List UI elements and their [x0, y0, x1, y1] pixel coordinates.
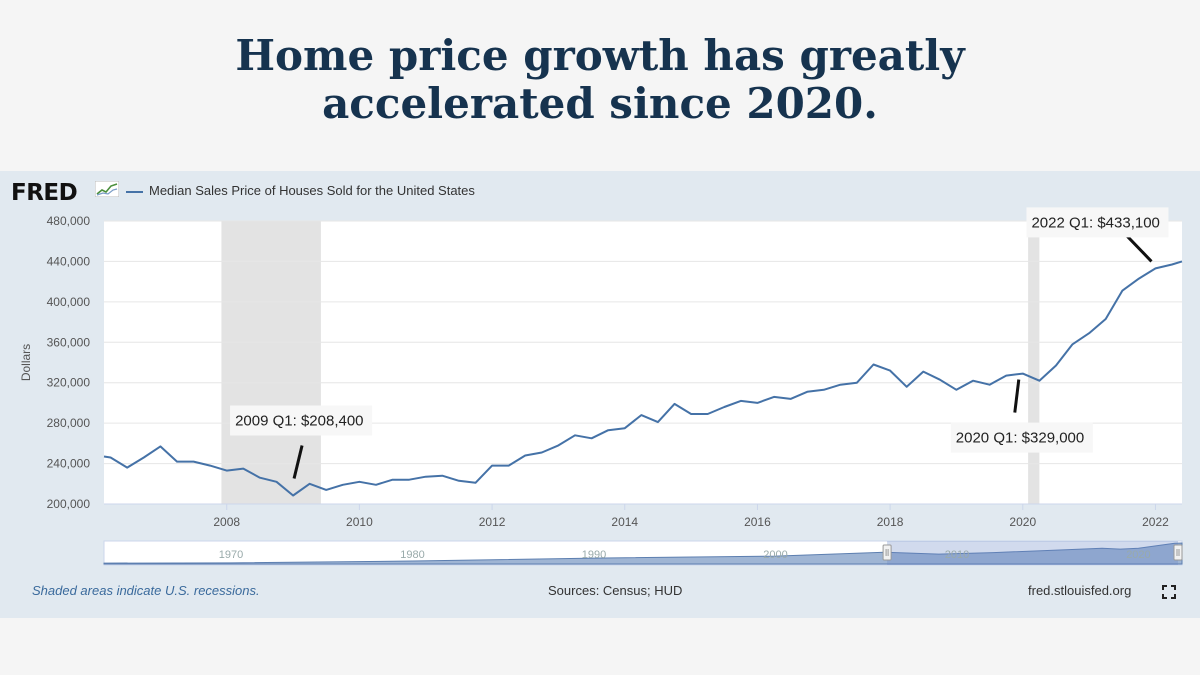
headline-line-2: accelerated since 2020.: [322, 79, 878, 128]
headline-line-1: Home price growth has greatly: [235, 31, 965, 80]
chart: 200,000 240,000 280,000 320,000 360,000 400,0…: [19, 207, 1183, 566]
annotation-leader-0: [292, 445, 304, 479]
x-tick-label-6: 2020: [1009, 515, 1036, 529]
legend-line-swatch: [126, 191, 143, 193]
navigator-label-2: 1990: [582, 549, 606, 561]
fred-logo[interactable]: FRED: [11, 180, 78, 206]
series-line: [103, 260, 1183, 497]
navigator-area: [103, 542, 1183, 565]
navigator-handle-1[interactable]: [1173, 544, 1183, 561]
navigator-label-1: 1980: [400, 549, 424, 561]
fred-site-link[interactable]: fred.stlouisfed.org: [1028, 583, 1132, 598]
annotation-leader-2: [1125, 234, 1153, 263]
annotation-box-1: [950, 422, 1093, 453]
navigator-label-4: 2010: [945, 549, 969, 561]
fullscreen-icon[interactable]: [1162, 585, 1176, 599]
annotation-leader-1: [1013, 379, 1021, 413]
annotation-label-2: 2022 Q1: $433,100: [1031, 214, 1159, 231]
y-tick-label-3: 320,000: [47, 376, 91, 390]
fred-chart-panel: 200,000 240,000 280,000 320,000 360,000 400,0…: [0, 171, 1200, 618]
y-tick-label-5: 400,000: [47, 295, 91, 309]
headline: Home price growth has greatly accelerate…: [0, 32, 1200, 128]
x-tick-label-7: 2022: [1142, 515, 1169, 529]
recession-band-0: [221, 221, 321, 504]
x-tick-label-2: 2012: [479, 515, 506, 529]
y-tick-label-1: 240,000: [47, 457, 91, 471]
annotation-label-0: 2009 Q1: $208,400: [235, 413, 363, 430]
legend-series-label[interactable]: Median Sales Price of Houses Sold for th…: [149, 183, 475, 198]
annotation-label-1: 2020 Q1: $329,000: [956, 430, 1084, 447]
y-tick-label-7: 480,000: [47, 214, 91, 228]
y-axis-label: Dollars: [19, 344, 33, 381]
y-tick-label-0: 200,000: [47, 497, 91, 511]
recession-band-1: [1028, 221, 1040, 504]
y-tick-label-4: 360,000: [47, 335, 91, 349]
navigator-handle-0[interactable]: [882, 544, 892, 561]
x-tick-label-3: 2014: [611, 515, 638, 529]
y-tick-label-2: 280,000: [47, 416, 91, 430]
annotation-box-0: [230, 405, 373, 436]
y-tick-label-6: 440,000: [47, 254, 91, 268]
navigator-label-0: 1970: [219, 549, 243, 561]
x-tick-label-1: 2010: [346, 515, 373, 529]
x-tick-label-0: 2008: [213, 515, 240, 529]
navigator-selection: [887, 541, 1178, 565]
x-tick-label-4: 2016: [744, 515, 771, 529]
fred-graph-icon: [95, 181, 119, 197]
sources-text: Sources: Census; HUD: [548, 583, 683, 598]
navigator-label-5: 2020: [1126, 549, 1150, 561]
annotation-box-2: [1026, 207, 1169, 238]
navigator-label-3: 2000: [763, 549, 787, 561]
recession-note: Shaded areas indicate U.S. recessions.: [32, 583, 260, 598]
x-tick-label-5: 2018: [877, 515, 904, 529]
